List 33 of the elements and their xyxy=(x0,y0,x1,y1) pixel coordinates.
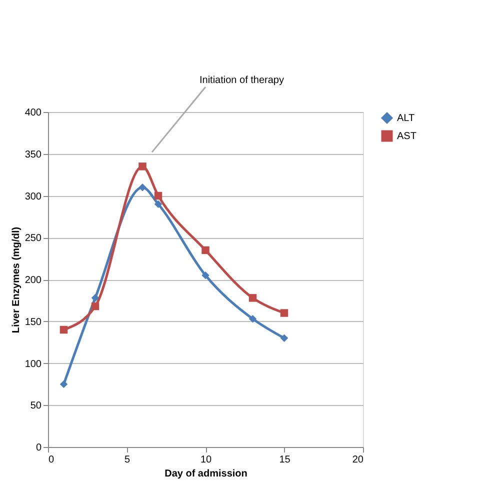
y-axis-title: Liver Enzymes (mg/dl) xyxy=(10,226,22,334)
y-tick-label: 200 xyxy=(24,275,42,286)
y-tick-label: 50 xyxy=(30,400,42,412)
y-tick-label: 250 xyxy=(24,233,42,244)
point xyxy=(60,326,68,334)
y-tick-label: 400 xyxy=(24,108,42,118)
y-tick-label: 100 xyxy=(24,358,42,370)
point xyxy=(202,246,210,254)
point xyxy=(91,294,100,302)
point xyxy=(202,271,210,280)
point xyxy=(280,334,288,342)
legend-label: AST xyxy=(397,131,416,142)
x-axis-title: Day of admission xyxy=(164,468,248,480)
point xyxy=(138,162,146,170)
point xyxy=(91,302,100,310)
y-tick-label: 0 xyxy=(36,442,42,454)
point xyxy=(248,314,257,323)
x-tick-label: 10 xyxy=(200,454,212,466)
y-tick-label: 300 xyxy=(24,191,42,202)
point xyxy=(154,192,162,200)
point xyxy=(280,309,288,317)
y-tick-label: 350 xyxy=(24,149,42,160)
legend-label: ALT xyxy=(397,113,415,124)
x-tick-label: 0 xyxy=(48,454,54,466)
point xyxy=(138,184,146,192)
x-tick-label: 20 xyxy=(352,454,364,466)
point xyxy=(248,294,257,302)
y-tick-label: 150 xyxy=(24,316,42,328)
text: Initiation of therapy xyxy=(200,75,284,86)
point xyxy=(154,200,162,208)
point xyxy=(60,380,68,388)
x-tick-label: 5 xyxy=(124,454,130,466)
x-tick-label: 15 xyxy=(279,454,291,466)
